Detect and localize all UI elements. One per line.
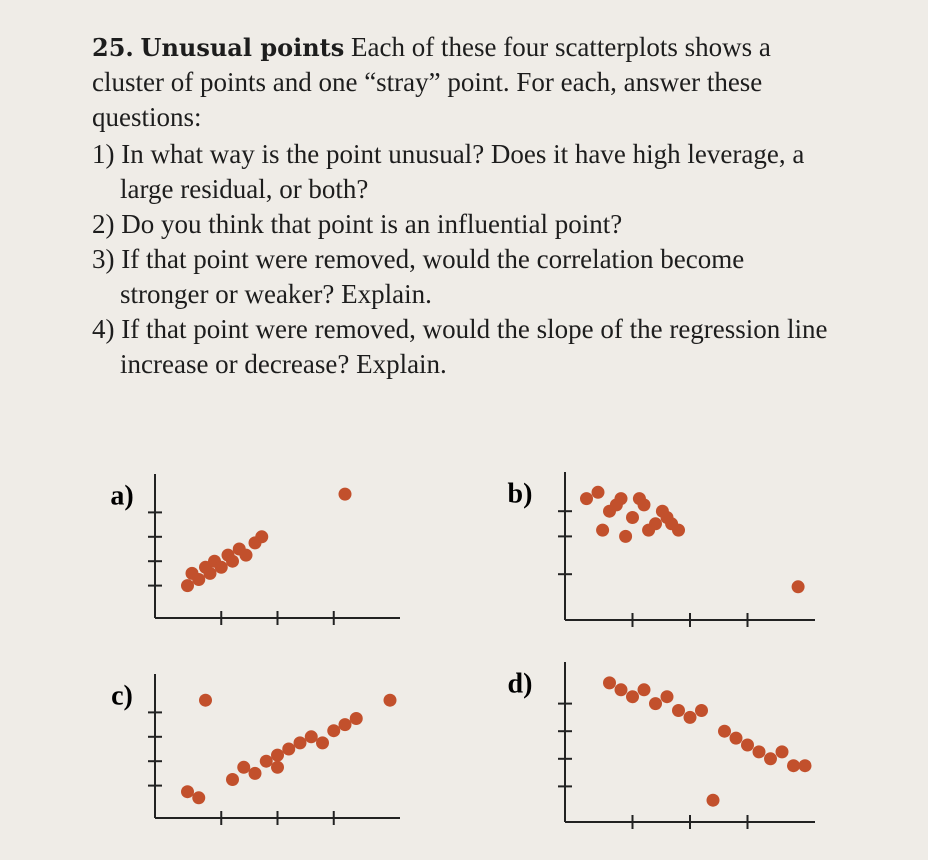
data-point [383,693,397,707]
data-point [695,704,708,717]
plot-label: d) [508,668,533,699]
data-point [181,785,194,799]
data-point [649,697,662,711]
data-point [741,738,754,752]
data-point [787,759,800,773]
data-point [248,766,262,780]
data-point [603,676,616,690]
data-point [775,745,789,759]
data-point [665,517,679,531]
data-point [718,724,731,738]
data-point [316,736,329,750]
plot-label: c) [111,680,133,711]
data-point [226,554,239,568]
question: 2) Do you think that point is an influen… [92,209,623,239]
data-point [192,791,206,805]
data-point [192,573,206,586]
data-point [683,710,697,724]
data-point [239,548,253,562]
data-point [271,760,284,774]
plot-label: a) [110,480,133,511]
data-point [226,773,239,786]
data-point [282,742,296,756]
question: 3) If that point were removed, would the… [92,244,745,309]
question: 1) In what way is the point unusual? Doe… [92,139,805,204]
data-point [637,683,651,697]
data-point [791,580,805,594]
data-point [642,523,656,537]
data-point [660,690,674,704]
data-point [672,704,685,717]
data-point [338,487,352,501]
data-point [255,530,269,544]
data-point [293,736,307,750]
data-point [614,683,628,697]
problem-intro: Each of these four scatterplots shows a … [92,32,771,132]
data-point [271,748,284,762]
data-point [626,690,639,704]
data-point [632,492,646,506]
problem-number: 25. [92,33,134,62]
data-point [626,511,639,524]
data-point [596,523,610,537]
data-point [237,760,251,774]
data-point [338,718,352,732]
data-point [729,731,743,745]
data-point [619,529,633,543]
data-point [203,566,217,580]
data-point [259,754,273,768]
data-point [591,485,605,499]
data-point [327,724,341,738]
data-point [764,752,777,766]
data-point [752,745,766,759]
data-point [349,712,363,725]
data-point [214,560,228,574]
plot-label: b) [508,478,533,509]
data-point [580,492,593,506]
problem-heading: Unusual points [140,33,345,62]
data-point [706,793,720,807]
data-point [798,759,812,773]
question: 4) If that point were removed, would the… [92,314,828,379]
data-point [655,504,669,518]
problem: 25. Unusual points Each of these four sc… [92,30,832,382]
data-point [609,498,623,512]
data-point [181,579,194,593]
intro-paragraph: 25. Unusual points Each of these four sc… [92,30,832,135]
data-point [304,730,318,744]
data-point [199,693,212,707]
